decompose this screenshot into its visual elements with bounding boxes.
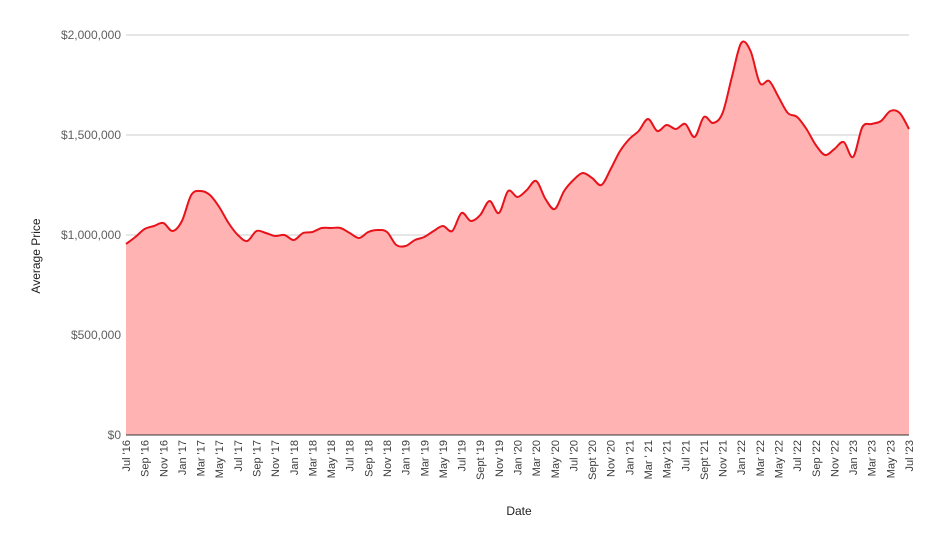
- x-tick-label: Mar '17: [196, 440, 208, 476]
- x-tick-label: Nov '21: [718, 440, 730, 477]
- x-tick-label: Sept '20: [587, 440, 599, 480]
- x-tick-label: Jul '21: [680, 440, 692, 471]
- x-tick-label: Sep '16: [140, 440, 152, 477]
- x-tick-label: Mar '23: [867, 440, 879, 476]
- x-tick-label: Jan '20: [513, 440, 525, 475]
- y-tick-label: $1,000,000: [61, 228, 121, 242]
- x-tick-label: May '18: [326, 440, 338, 478]
- x-tick-label: May '21: [662, 440, 674, 478]
- x-tick-label: Mar ' 21: [643, 440, 655, 479]
- x-tick-label: May '19: [438, 440, 450, 478]
- x-tick-label: Jan '17: [177, 440, 189, 475]
- x-tick-label: May '20: [550, 440, 562, 478]
- x-tick-label: Sept '19: [475, 440, 487, 480]
- x-tick-label: Sep '22: [811, 440, 823, 477]
- y-tick-label: $1,500,000: [61, 128, 121, 142]
- x-tick-label: Mar '22: [755, 440, 767, 476]
- y-tick-label: $500,000: [71, 328, 121, 342]
- x-tick-label: Sep '18: [363, 440, 375, 477]
- x-tick-label: Mar '18: [307, 440, 319, 476]
- x-tick-label: Jan '22: [736, 440, 748, 475]
- x-tick-label: Jul '20: [568, 440, 580, 471]
- x-tick-label: Jan '18: [289, 440, 301, 475]
- series-area-fill: [126, 41, 909, 435]
- x-tick-label: Mar '20: [531, 440, 543, 476]
- y-tick-label: $0: [108, 428, 122, 442]
- x-tick-label: Jul '19: [457, 440, 469, 471]
- x-tick-label: Nov '20: [606, 440, 618, 477]
- x-tick-label: May '22: [774, 440, 786, 478]
- x-tick-label: Jan '23: [848, 440, 860, 475]
- x-tick-label: Nov '22: [829, 440, 841, 477]
- x-tick-label: Sep '17: [252, 440, 264, 477]
- x-axis-ticks: Jul '16 Sep '16 Nov '16 Jan '17 Mar '17 May '…: [121, 440, 916, 480]
- series-line: [125, 40, 910, 248]
- x-tick-label: Nov '18: [382, 440, 394, 477]
- x-tick-label: May '17: [214, 440, 226, 478]
- x-tick-label: Mar '19: [419, 440, 431, 476]
- x-tick-label: Sept '21: [699, 440, 711, 480]
- x-axis-title: Date: [506, 504, 532, 518]
- y-axis-title: Average Price: [29, 218, 43, 293]
- y-tick-label: $2,000,000: [61, 28, 121, 42]
- area-layer: [125, 40, 910, 436]
- x-tick-label: Jan '19: [401, 440, 413, 475]
- x-tick-label: Jul '17: [233, 440, 245, 471]
- x-tick-label: Jul '18: [345, 440, 357, 471]
- x-tick-label: May '23: [885, 440, 897, 478]
- x-tick-label: Nov '16: [158, 440, 170, 477]
- x-tick-label: Jul '23: [904, 440, 916, 471]
- x-tick-label: Jul '16: [121, 440, 133, 471]
- x-tick-label: Jul '22: [792, 440, 804, 471]
- y-axis-ticks: $0 $500,000 $1,000,000 $1,500,000 $2,000,000: [61, 28, 121, 442]
- x-tick-label: Nov '19: [494, 440, 506, 477]
- x-tick-label: Nov '17: [270, 440, 282, 477]
- x-tick-label: Jan '21: [624, 440, 636, 475]
